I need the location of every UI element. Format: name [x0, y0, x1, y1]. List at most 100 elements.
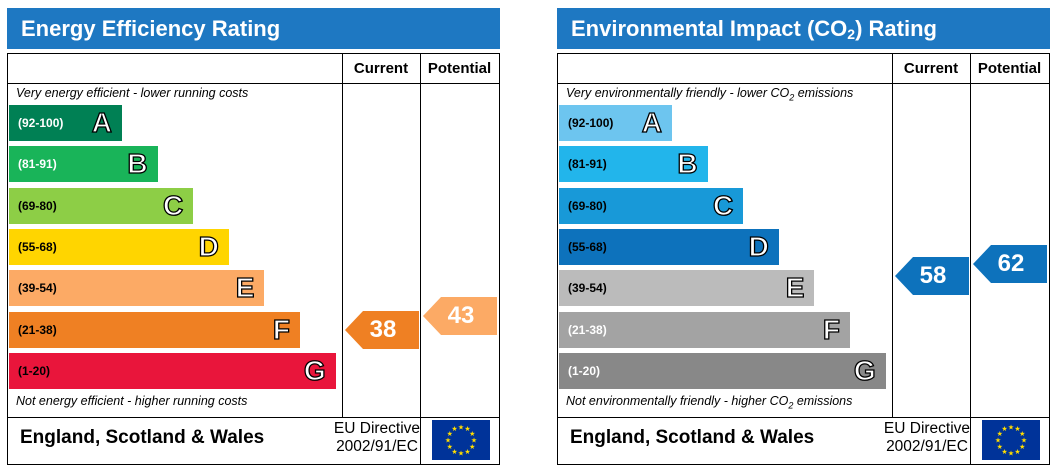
directive-line-2: 2002/91/EC: [336, 438, 418, 455]
band-letter: A: [641, 106, 663, 138]
current-arrow-shape: [895, 256, 969, 295]
star-icon: ★: [997, 430, 1003, 438]
star-icon: ★: [458, 450, 464, 458]
column-header-current: Current: [903, 60, 959, 77]
column-divider: [342, 54, 343, 418]
top-note: Very energy efficient - lower running co…: [16, 86, 249, 100]
eu-directive: EU Directive 2002/91/EC: [876, 420, 978, 456]
star-icon: ★: [997, 443, 1003, 451]
band-g: (1-20) G: [559, 352, 886, 389]
top-note-subscript: 2: [789, 92, 795, 103]
band-letter: A: [91, 106, 113, 138]
band-g: (1-20) G: [9, 352, 336, 389]
band-letter: C: [712, 189, 734, 221]
potential-rating-arrow: 62: [973, 245, 1047, 284]
column-divider: [420, 54, 421, 464]
panel-title-subscript: 2: [847, 26, 856, 42]
band-range-label: (1-20): [568, 363, 601, 378]
star-icon: ★: [447, 443, 453, 451]
potential-rating-value: 43: [447, 301, 475, 329]
rating-table: Current Potential Very energy efficient …: [7, 53, 500, 465]
rating-table: Current Potential Very environmentally f…: [557, 53, 1050, 465]
star-icon: ★: [1008, 450, 1014, 458]
column-header-potential: Potential: [427, 60, 492, 77]
environmental-impact-panel: Environmental Impact (CO2) Rating Curren…: [557, 8, 1050, 465]
bottom-note: Not energy efficient - higher running co…: [16, 394, 248, 408]
band-range-label: (92-100): [568, 116, 614, 130]
band-d: (55-68) D: [559, 228, 779, 265]
band-range-label: (69-80): [568, 198, 607, 213]
star-icon: ★: [995, 437, 1001, 445]
eu-flag-icon: ★ ★ ★ ★ ★ ★ ★ ★ ★ ★ ★ ★: [982, 420, 1040, 460]
band-range-label: (39-54): [568, 281, 607, 296]
star-icon: ★: [1008, 424, 1014, 432]
band-range-label: (21-38): [18, 322, 57, 337]
star-icon: ★: [469, 430, 475, 438]
star-icon: ★: [1014, 425, 1020, 433]
eu-directive: EU Directive 2002/91/EC: [326, 420, 428, 456]
band-letter: E: [785, 272, 805, 304]
directive-line-1: EU Directive: [333, 420, 421, 437]
band-letter: B: [127, 148, 149, 180]
star-icon: ★: [1014, 448, 1020, 456]
potential-rating-arrow: 43: [423, 296, 497, 335]
header-divider: [558, 83, 1049, 84]
band-letter: D: [748, 230, 770, 262]
star-icon: ★: [469, 443, 475, 451]
band-c: (69-80) C: [9, 187, 194, 224]
band-range-label: (1-20): [18, 363, 51, 378]
star-icon: ★: [458, 424, 464, 432]
band-e: (39-54) E: [559, 270, 815, 307]
directive-line-1: EU Directive: [883, 420, 971, 437]
band-range-label: (55-68): [568, 239, 607, 254]
band-a: (92-100) A: [9, 105, 122, 141]
band-a: (92-100) A: [559, 105, 672, 141]
column-divider: [970, 54, 971, 464]
band-range-label: (55-68): [18, 239, 57, 254]
star-icon: ★: [445, 437, 451, 445]
band-range-label: (69-80): [18, 198, 57, 213]
panel-title: Energy Efficiency Rating: [21, 16, 281, 41]
footer-divider: [558, 417, 1049, 418]
band-letter: B: [677, 148, 699, 180]
band-range-label: (81-91): [18, 157, 57, 172]
star-icon: ★: [451, 425, 457, 433]
eu-flag-icon: ★ ★ ★ ★ ★ ★ ★ ★ ★ ★ ★ ★: [432, 420, 490, 460]
star-icon: ★: [471, 437, 477, 445]
band-f: (21-38) F: [9, 311, 300, 348]
star-icon: ★: [447, 430, 453, 438]
column-header-current: Current: [353, 60, 409, 77]
star-icon: ★: [1021, 437, 1027, 445]
eu-stars: ★ ★★★★★★★★★★★: [445, 424, 477, 458]
band-range-label: (81-91): [568, 157, 607, 172]
star-icon: ★: [1019, 443, 1025, 451]
band-e: (39-54) E: [9, 270, 265, 307]
band-letter: C: [162, 189, 184, 221]
band-letter: F: [272, 313, 290, 345]
header-divider: [8, 83, 499, 84]
band-range-label: (92-100): [18, 116, 64, 130]
band-letter: D: [198, 230, 220, 262]
current-rating-arrow: 38: [345, 310, 419, 349]
current-rating-value: 58: [919, 261, 947, 289]
panel-title-bar: Environmental Impact (CO2) Rating: [557, 8, 1050, 49]
current-rating-arrow: 58: [895, 256, 969, 295]
column-header-potential: Potential: [977, 60, 1042, 77]
star-icon: ★: [1001, 425, 1007, 433]
bottom-note-text: Not environmentally friendly - higher CO: [566, 394, 789, 408]
current-rating-value: 38: [369, 315, 397, 343]
panel-title-tail: ) Rating: [855, 16, 937, 41]
band-letter: F: [822, 313, 840, 345]
star-icon: ★: [1001, 448, 1007, 456]
band-range-label: (39-54): [18, 281, 57, 296]
panel-title-bar: Energy Efficiency Rating: [7, 8, 500, 49]
energy-efficiency-panel: Energy Efficiency Rating Current Potenti…: [7, 8, 500, 465]
potential-arrow-shape: [423, 296, 497, 335]
panel-title: Environmental Impact (CO: [571, 16, 848, 41]
star-icon: ★: [464, 425, 470, 433]
region-label: England, Scotland & Wales: [570, 427, 815, 448]
bottom-note: Not environmentally friendly - higher CO…: [566, 394, 852, 410]
band-d: (55-68) D: [9, 228, 229, 265]
footer-divider: [8, 417, 499, 418]
band-f: (21-38) F: [559, 311, 850, 348]
